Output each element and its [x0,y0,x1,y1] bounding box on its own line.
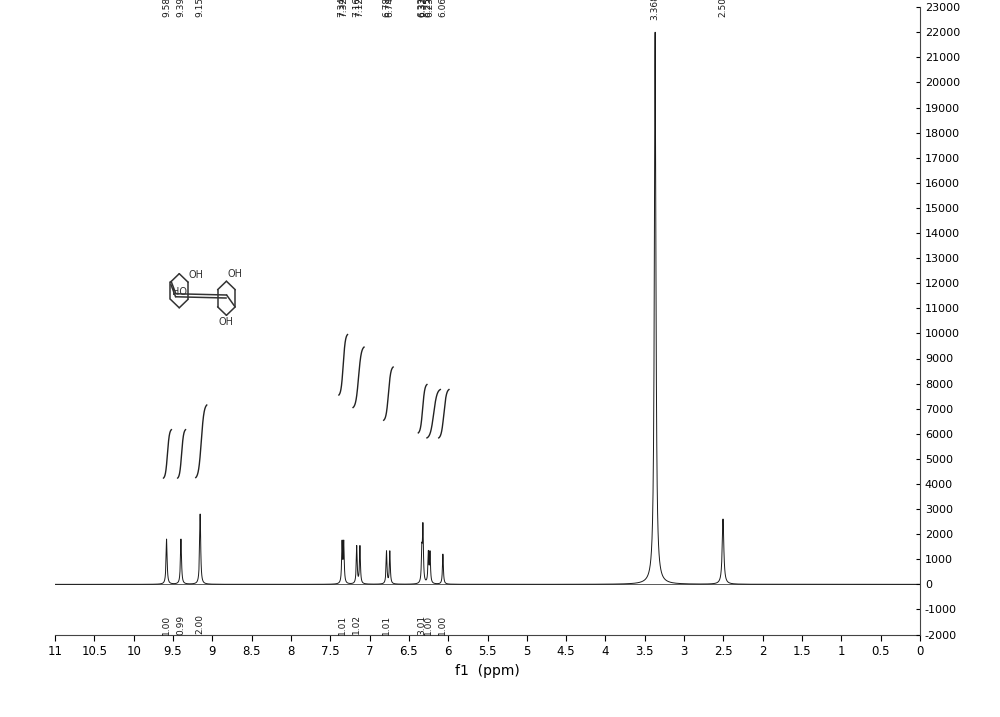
Text: 7.349: 7.349 [338,0,347,17]
Text: 1.01: 1.01 [382,614,391,635]
Text: 1.02: 1.02 [352,614,361,635]
Text: 7.328: 7.328 [339,0,348,17]
Text: 6.335: 6.335 [417,0,426,17]
Text: 3.368: 3.368 [651,0,660,19]
Text: 1.00: 1.00 [438,614,447,635]
Text: 2.505: 2.505 [719,0,728,17]
Text: 6.321: 6.321 [418,0,427,17]
Text: 6.742: 6.742 [385,0,394,17]
Text: 9.398: 9.398 [176,0,185,17]
Text: OH: OH [227,269,242,279]
Text: 1.01: 1.01 [338,614,347,635]
Text: 6.784: 6.784 [382,0,391,17]
Text: 9.581: 9.581 [162,0,171,17]
Text: 6.252: 6.252 [424,0,433,17]
Text: 0.99: 0.99 [176,614,185,635]
X-axis label: f1  (ppm): f1 (ppm) [455,663,520,678]
Text: 2.00: 2.00 [196,614,205,635]
Text: OH: OH [219,318,234,328]
Text: HO: HO [172,288,187,298]
Text: OH: OH [189,270,204,280]
Text: 3.01: 3.01 [417,614,426,635]
Text: 7.163: 7.163 [352,0,361,17]
Text: 1.00: 1.00 [424,614,433,635]
Text: 7.122: 7.122 [355,0,364,17]
Text: 6.231: 6.231 [426,0,435,17]
Text: 6.067: 6.067 [438,0,447,17]
Text: 9.154: 9.154 [196,0,205,17]
Text: 1.00: 1.00 [162,614,171,635]
